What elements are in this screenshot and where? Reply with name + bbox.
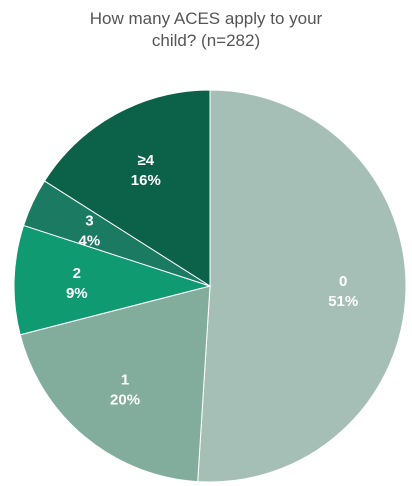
pie-slice-1: [19, 285, 211, 483]
slice-category-label: 3: [85, 212, 93, 229]
slice-category-label: ≥4: [138, 152, 155, 169]
chart-title-line-1: How many ACES apply to your: [89, 9, 323, 28]
slice-value-label: 51%: [328, 293, 358, 310]
chart-title-line-2: child? (n=282): [151, 31, 261, 50]
pie-slice-≥4: [43, 89, 211, 287]
slice-category-label: 2: [73, 265, 81, 282]
slice-category-label: 0: [339, 273, 347, 290]
slice-value-label: 20%: [110, 392, 140, 409]
slice-category-label: 1: [121, 372, 129, 389]
slice-value-label: 9%: [66, 285, 88, 302]
slice-value-label: 16%: [131, 172, 161, 189]
slice-value-label: 4%: [79, 232, 101, 249]
chart-title: How many ACES apply to your child? (n=28…: [0, 8, 412, 52]
pie-slice-0: [197, 89, 407, 483]
pie-slice-2: [13, 224, 212, 336]
